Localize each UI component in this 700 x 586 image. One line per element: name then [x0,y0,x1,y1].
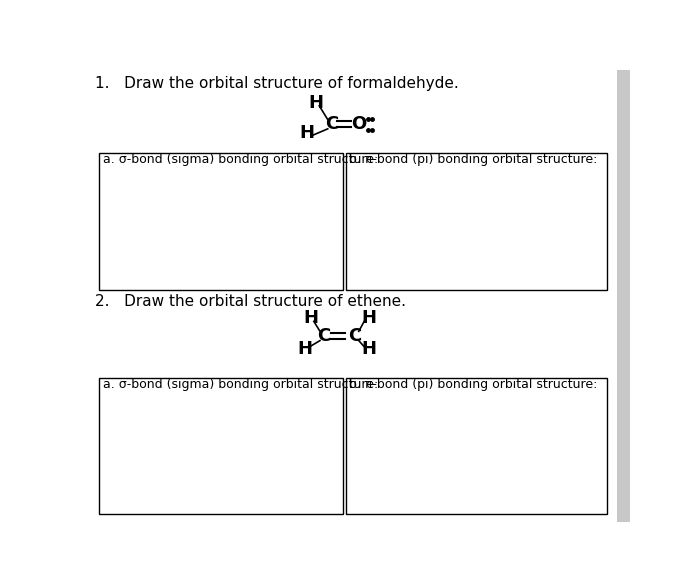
Text: b. π-bond (pi) bonding orbital structure:: b. π-bond (pi) bonding orbital structure… [349,154,598,166]
Text: 2.   Draw the orbital structure of ethene.: 2. Draw the orbital structure of ethene. [95,294,406,309]
Text: a. σ-bond (sigma) bonding orbital structure:: a. σ-bond (sigma) bonding orbital struct… [103,154,378,166]
Text: O: O [351,115,366,133]
Bar [346,377,607,514]
Text: C: C [349,327,361,345]
Bar [617,70,630,522]
Text: H: H [297,340,312,358]
Text: a. σ-bond (sigma) bonding orbital structure:: a. σ-bond (sigma) bonding orbital struct… [103,377,378,390]
Text: b. π-bond (pi) bonding orbital structure:: b. π-bond (pi) bonding orbital structure… [349,377,598,390]
Text: H: H [361,309,377,327]
Text: C: C [325,115,338,133]
Bar [99,154,343,289]
Text: H: H [309,94,323,112]
Text: 1.   Draw the orbital structure of formaldehyde.: 1. Draw the orbital structure of formald… [95,77,459,91]
Text: H: H [361,340,377,358]
Bar [99,377,343,514]
Text: H: H [303,309,319,327]
Text: H: H [300,124,314,142]
Text: C: C [317,327,330,345]
Bar [346,154,607,289]
